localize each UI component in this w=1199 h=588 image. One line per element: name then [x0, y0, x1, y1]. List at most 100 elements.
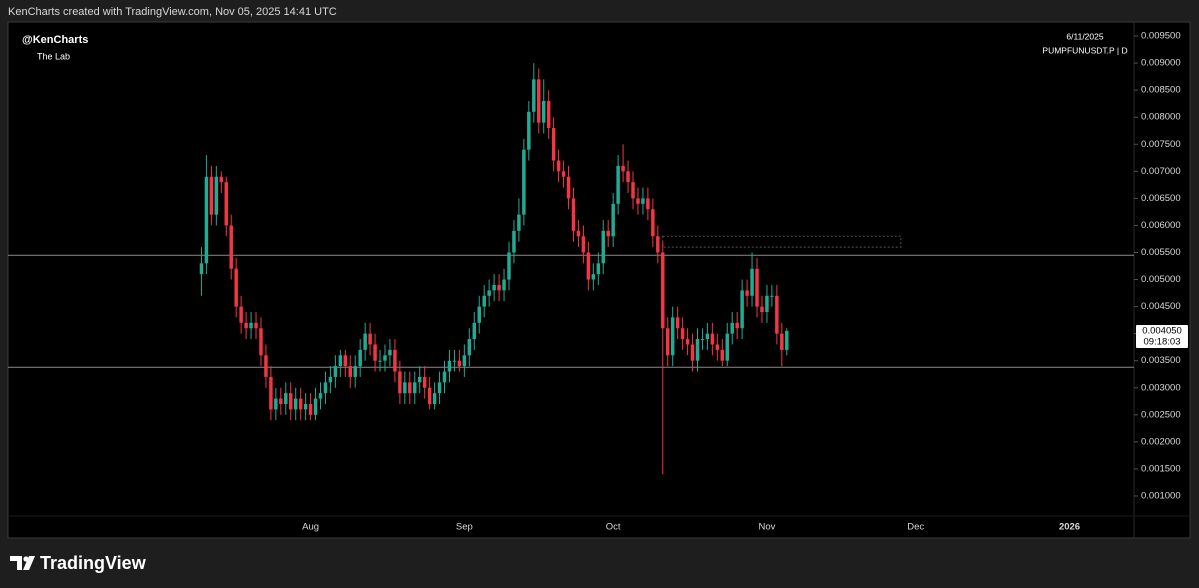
chart-title: @KenCharts — [22, 34, 88, 46]
candle — [378, 349, 382, 372]
candle-body — [740, 290, 744, 329]
candle — [308, 393, 313, 421]
candle-body — [685, 339, 690, 345]
y-tick-label: 0.009500 — [1141, 31, 1181, 42]
candle-body — [517, 214, 521, 231]
candle-body — [442, 371, 447, 383]
candle — [298, 387, 303, 421]
candle — [457, 349, 462, 372]
candle — [437, 371, 442, 404]
candle-body — [368, 333, 372, 345]
symbol-label: PUMPFUNUSDT.P | D — [1042, 45, 1127, 55]
candle-body — [284, 393, 288, 404]
y-tick-label: 0.002500 — [1141, 409, 1181, 420]
candle — [566, 165, 571, 210]
x-tick-label: Dec — [907, 522, 924, 533]
candle — [224, 176, 228, 237]
candle — [656, 225, 660, 264]
tradingview-logo — [10, 556, 35, 570]
candle-body — [274, 398, 278, 410]
candle-body — [601, 230, 605, 264]
candle — [442, 360, 447, 394]
candle-body — [318, 393, 323, 399]
candle — [249, 312, 253, 340]
candle — [541, 79, 546, 134]
candle — [343, 349, 348, 377]
candle-body — [755, 268, 759, 307]
header-text: KenCharts created with TradingView.com, … — [8, 6, 337, 18]
candle-body — [264, 355, 268, 377]
candle-body — [611, 203, 615, 237]
y-tick-label: 0.004500 — [1141, 301, 1181, 312]
candle — [646, 187, 650, 221]
candle-body — [576, 230, 581, 237]
candle — [427, 376, 432, 410]
candle — [755, 257, 759, 318]
candle-body — [234, 268, 238, 307]
candle-body — [626, 171, 630, 183]
candle — [556, 149, 561, 183]
candle-body — [537, 79, 541, 123]
chart-subtitle: The Lab — [37, 51, 70, 61]
y-tick-label: 0.006000 — [1141, 220, 1181, 231]
candle-body — [214, 176, 219, 215]
y-tick-label: 0.003000 — [1141, 382, 1181, 393]
candle — [507, 241, 511, 291]
candle — [219, 171, 224, 193]
candle-body — [656, 236, 660, 253]
candle-body — [591, 274, 596, 280]
candle — [383, 344, 387, 372]
candle — [477, 295, 481, 334]
candle — [373, 333, 377, 372]
candle — [209, 165, 214, 226]
candle — [363, 322, 367, 361]
countdown-label: 09:18:03 — [1144, 336, 1181, 347]
candle-body — [388, 349, 392, 356]
candle — [408, 371, 412, 404]
candle-body — [472, 322, 477, 340]
candle — [775, 284, 779, 345]
candle — [546, 90, 551, 139]
candle-body — [715, 344, 720, 350]
x-tick-label: Nov — [758, 522, 775, 533]
candle — [318, 382, 323, 410]
candle — [368, 322, 372, 356]
candle — [601, 220, 605, 275]
candle — [417, 366, 422, 394]
candle-body — [224, 182, 228, 226]
candle — [313, 387, 318, 421]
y-tick-label: 0.007000 — [1141, 166, 1181, 177]
candle — [705, 322, 710, 350]
candle-body — [204, 176, 209, 264]
candle-body — [363, 333, 367, 350]
candle — [323, 371, 328, 404]
candle-body — [358, 349, 362, 367]
y-tick-label: 0.009000 — [1141, 58, 1181, 69]
candle — [586, 241, 591, 291]
candle — [551, 117, 556, 172]
candle-body — [293, 398, 298, 410]
candle-body — [467, 339, 472, 356]
candle-body — [745, 290, 749, 296]
candle — [517, 198, 521, 242]
candle-body — [244, 322, 248, 329]
candle-body — [457, 360, 462, 367]
candle-body — [541, 100, 546, 123]
candle — [284, 382, 288, 415]
candle-body — [556, 160, 561, 172]
candle-body — [527, 111, 531, 150]
candle-body — [308, 403, 313, 415]
candle-body — [199, 263, 204, 275]
candle-body — [254, 322, 258, 329]
x-tick-label: Aug — [302, 522, 319, 533]
candle — [680, 317, 685, 350]
candle — [670, 306, 675, 367]
candle-body — [408, 382, 412, 394]
candle — [785, 328, 789, 356]
candle-body — [546, 100, 551, 129]
candle — [234, 257, 238, 318]
candle — [279, 387, 283, 415]
candle-body — [348, 366, 353, 377]
candle-body — [680, 328, 685, 340]
candle-body — [279, 398, 283, 404]
